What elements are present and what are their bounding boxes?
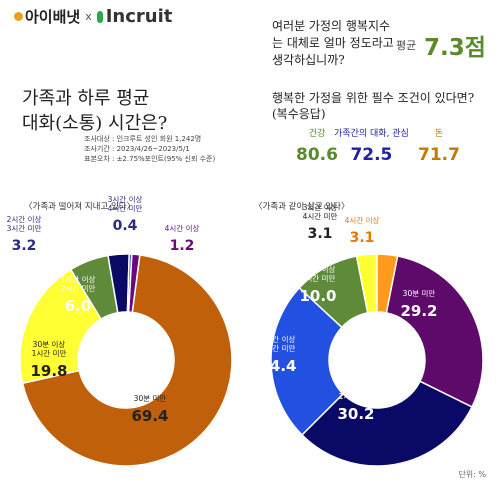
condition-value: 71.7	[418, 145, 460, 165]
slice-label: 30분 이상 1시간 미만 30.2	[337, 382, 374, 423]
conditions-question-line-1: 행복한 가정을 위한 필수 조건이 있다면?	[272, 91, 475, 105]
slice-label: 30분 미만 29.2	[400, 289, 437, 320]
donut-slice	[376, 253, 399, 314]
condition-label: 돈	[434, 129, 444, 139]
condition-label: 가족간의 대화, 관심	[334, 129, 409, 139]
survey-period: 조사기간 : 2023/4/26~2023/5/1	[84, 145, 190, 153]
slice-label: 1시간 이상 2시간 미만 6.0	[61, 274, 96, 315]
slice-label: 2시간 이상 3시간 미만 10.0	[299, 264, 336, 305]
survey-error: 표본오차 : ±2.75%포인트(95% 신뢰 수준)	[84, 155, 216, 163]
happiness-question: 여러분 가정의 행복지수는 대체로 얼마 정도라고 생각하십니까?	[272, 19, 394, 67]
condition-value: 72.5	[350, 145, 393, 165]
brand-separator: x	[85, 10, 92, 23]
left-chart-title: 〈가족과 떨어져 지내고 있다〉	[24, 202, 136, 212]
slice-label: 2시간 이상 3시간 미만 3.2	[7, 214, 42, 254]
donut-chart-apart: 30분 미만 69.4 30분 이상 1시간 미만 19.8 1시간 이상 2시간 미만 6.…	[7, 194, 233, 467]
brand-ibenet: 아이배냇	[25, 8, 81, 26]
donut-slice	[300, 380, 474, 467]
average-label: 평균	[396, 39, 417, 52]
condition-money: 돈 71.7	[418, 126, 460, 165]
slice-label: 3시간 이상 4시간 미만 0.4	[108, 194, 143, 234]
slice-label: 3시간 이상 4시간 미만 3.1	[303, 202, 338, 242]
page-title: 가족과 하루 평균 대화(소통) 시간은?	[22, 86, 167, 136]
conditions-question-line-2: (복수응답)	[272, 107, 326, 121]
survey-target: 조사대상 : 인크루트 성인 회원 1,242명	[84, 135, 202, 143]
incruit-logo-icon	[96, 10, 103, 23]
right-chart-title: 〈가족과 같이 살고 있다〉	[254, 202, 350, 212]
donut-chart-together: 30분 미만 29.2 30분 이상 1시간 미만 30.2 1시간 이상 2시간 미만 24…	[259, 202, 484, 467]
title-line-1: 가족과 하루 평균	[22, 88, 150, 109]
donut-slice	[19, 268, 103, 385]
donut-slice	[21, 254, 233, 467]
donut-slice	[127, 253, 141, 314]
unit-label: 단위: %	[458, 470, 486, 479]
condition-family-talk: 가족간의 대화, 관심 72.5	[334, 126, 409, 165]
donut-slice	[270, 286, 345, 436]
slice-label: 1시간 이상 2시간 미만 24.4	[259, 334, 296, 375]
slice-label: 4시간 이상 1.2	[165, 223, 200, 254]
slice-label: 4시간 이상 3.1	[345, 215, 380, 246]
survey-info: 조사대상 : 인크루트 성인 회원 1,242명 조사기간 : 2023/4/2…	[84, 134, 215, 164]
slice-label: 30분 미만 69.4	[131, 394, 168, 425]
brand-logos: 아이배냇 x Incruit	[14, 6, 172, 27]
condition-label: 건강	[308, 129, 326, 139]
brand-incruit: Incruit	[105, 6, 173, 27]
slice-label: 30분 이상 1시간 미만 19.8	[30, 339, 67, 380]
title-line-2: 대화(소통) 시간은?	[22, 113, 168, 134]
donut-slice	[385, 255, 484, 409]
average-score: 7.3점	[424, 35, 486, 61]
condition-value: 80.6	[296, 145, 338, 165]
condition-health: 건강 80.6	[296, 126, 338, 165]
conditions-question: 행복한 가정을 위한 필수 조건이 있다면? (복수응답)	[272, 90, 474, 122]
ibenet-logo-icon	[14, 12, 23, 21]
